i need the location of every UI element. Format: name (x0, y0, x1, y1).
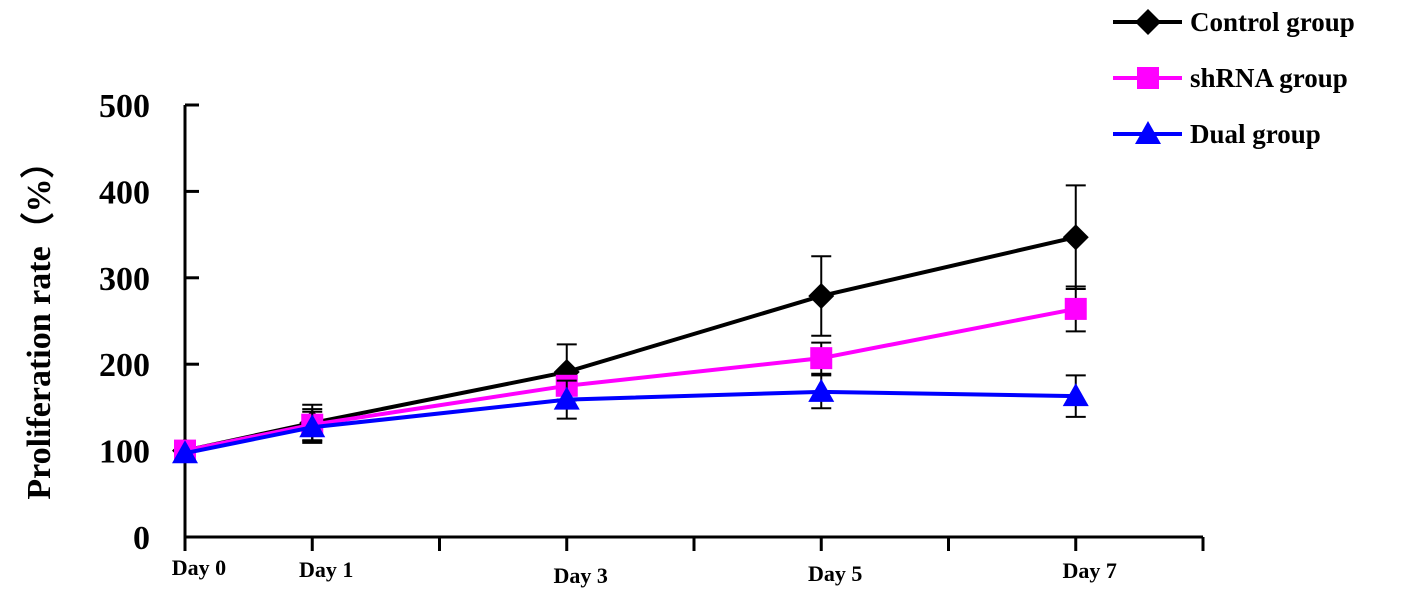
data-point-triangle (553, 386, 580, 410)
x-tick-label: Day 1 (299, 557, 353, 582)
legend-label: shRNA group (1190, 63, 1348, 93)
legend: Control group shRNA group Dual group (1113, 7, 1355, 149)
legend-label: Control group (1190, 7, 1355, 37)
y-tick-label: 500 (99, 88, 150, 125)
data-point-diamond (808, 282, 835, 309)
data-point-triangle (808, 378, 835, 402)
data-point-square (810, 347, 833, 370)
plot-area (172, 184, 1089, 464)
x-tick-label: Day 5 (808, 561, 862, 586)
x-tick-label: Day 7 (1063, 558, 1117, 583)
x-tick-label: Day 3 (554, 563, 608, 588)
y-axis-label: Proliferation rate（%） (19, 144, 58, 499)
legend-item: shRNA group (1113, 63, 1348, 93)
series-dual-group (172, 374, 1089, 464)
x-tick-label: Day 0 (172, 555, 226, 580)
y-tick-label: 0 (133, 520, 150, 557)
y-tick-label: 100 (99, 434, 150, 471)
data-point-triangle (1135, 121, 1161, 144)
data-point-triangle (1062, 383, 1089, 407)
legend-label: Dual group (1190, 119, 1321, 149)
data-point-square (1137, 67, 1159, 89)
data-point-diamond (1062, 224, 1089, 251)
y-tick-label: 300 (99, 261, 150, 298)
data-point-diamond (1135, 9, 1161, 35)
axes: 0 100 200 300 400 500 Day 0 Day 1 Day 3 Day 5 Day … (99, 88, 1205, 588)
data-point-square (1064, 297, 1087, 320)
data-point-triangle (299, 414, 326, 438)
legend-item: Control group (1113, 7, 1355, 37)
y-tick-label: 400 (99, 174, 150, 211)
legend-item: Dual group (1113, 119, 1321, 149)
data-point-triangle (172, 440, 198, 464)
y-tick-label: 200 (99, 347, 150, 384)
